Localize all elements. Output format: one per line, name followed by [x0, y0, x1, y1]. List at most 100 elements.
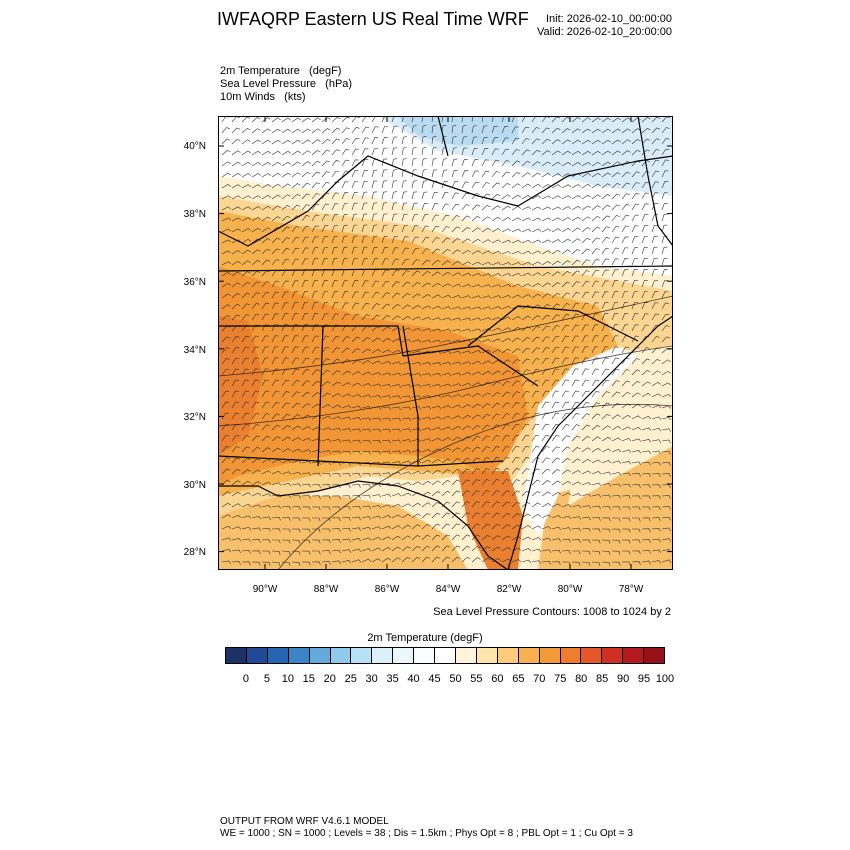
wind-barb — [291, 247, 300, 255]
wind-barb — [341, 181, 349, 189]
wind-barb — [421, 362, 432, 366]
wind-barb — [271, 413, 281, 420]
wind-barb — [311, 182, 321, 189]
wind-barb — [271, 117, 281, 123]
wind-barb — [561, 303, 570, 310]
wind-barb — [331, 393, 341, 398]
wind-barb — [511, 513, 521, 519]
wind-barb — [381, 361, 392, 365]
wind-barb — [611, 139, 621, 145]
wind-barb — [601, 391, 610, 398]
state-line-va-wv — [517, 155, 673, 207]
wind-barb — [301, 291, 309, 299]
wind-barb — [651, 291, 659, 299]
wind-barb — [571, 281, 580, 288]
wind-barb — [531, 491, 541, 497]
wind-barb — [491, 125, 498, 134]
wind-barb — [351, 192, 358, 200]
wind-barb — [351, 291, 359, 299]
wind-barb — [551, 412, 560, 420]
wind-barb — [391, 514, 402, 519]
wind-barb — [231, 195, 241, 200]
wind-barb — [631, 561, 641, 565]
slp-contours — [218, 295, 673, 570]
wind-barb — [411, 136, 417, 145]
wind-barb — [611, 313, 619, 321]
wind-barb — [471, 371, 482, 376]
wind-barb — [301, 139, 311, 145]
wind-barb — [421, 459, 432, 464]
wind-barb — [591, 539, 601, 544]
wind-barb — [281, 226, 291, 233]
wind-barb — [231, 457, 241, 464]
wind-barb — [271, 150, 281, 156]
wind-barb — [401, 503, 411, 508]
wind-barb — [491, 116, 494, 123]
wind-barb — [231, 239, 241, 244]
wind-barb — [231, 139, 241, 145]
wind-barb — [651, 347, 661, 354]
wind-barb — [311, 214, 320, 222]
wind-barb — [521, 559, 532, 564]
wind-barb — [271, 194, 281, 200]
wind-barb — [441, 415, 452, 420]
wind-barb — [531, 445, 540, 453]
state-line-ms-al — [317, 325, 324, 467]
wind-barb — [481, 534, 491, 541]
wind-barb — [461, 116, 463, 123]
wind-barb — [351, 548, 362, 552]
wind-barb — [231, 173, 241, 178]
wind-barb — [591, 471, 602, 475]
wind-barb — [501, 126, 509, 134]
wind-barb — [381, 213, 388, 222]
wind-barb — [511, 283, 522, 288]
wind-barb — [371, 536, 382, 541]
wind-barb — [351, 313, 360, 321]
wind-barb — [271, 237, 281, 244]
wind-barb — [481, 413, 491, 420]
wind-barb — [651, 257, 658, 266]
wind-barb — [501, 490, 510, 497]
wind-barb — [591, 117, 601, 123]
wind-barb — [511, 501, 521, 508]
wind-barb — [231, 184, 241, 189]
wind-barb — [391, 258, 399, 266]
wind-barb — [571, 184, 581, 189]
wind-barb — [631, 280, 638, 288]
wind-barb — [351, 394, 362, 398]
wind-barb — [511, 412, 520, 420]
wind-barb — [471, 170, 479, 178]
wind-barb — [641, 313, 649, 321]
gulf-warm — [218, 496, 468, 570]
wind-barb — [271, 436, 281, 442]
wind-barb — [541, 480, 551, 486]
wind-barb — [341, 538, 351, 543]
wind-barb — [561, 390, 569, 398]
wind-barb — [521, 445, 530, 453]
wind-barb — [631, 269, 638, 277]
wind-barb — [251, 162, 261, 167]
wind-barb — [661, 291, 669, 299]
wind-barb — [461, 215, 471, 222]
wind-barb — [561, 458, 571, 464]
colorbar-label: 65 — [512, 673, 525, 685]
wind-barb — [651, 473, 661, 477]
wind-barb — [561, 227, 571, 233]
wind-barb — [551, 206, 561, 211]
wind-barb — [601, 539, 611, 544]
wind-barb — [321, 117, 331, 123]
wind-barb — [601, 302, 609, 310]
wind-barb — [411, 236, 419, 244]
wind-barb — [351, 348, 361, 354]
wind-barb — [311, 495, 321, 500]
colorbar-label: 70 — [533, 673, 546, 685]
wind-barb — [291, 483, 301, 487]
wind-barb — [421, 136, 427, 145]
wind-barb — [471, 392, 481, 398]
coastal-cool — [523, 346, 638, 536]
wind-barb — [451, 393, 462, 398]
wind-barb — [351, 127, 360, 134]
wind-barb — [231, 357, 240, 365]
wind-barb — [261, 527, 271, 532]
wind-barb — [421, 158, 427, 167]
